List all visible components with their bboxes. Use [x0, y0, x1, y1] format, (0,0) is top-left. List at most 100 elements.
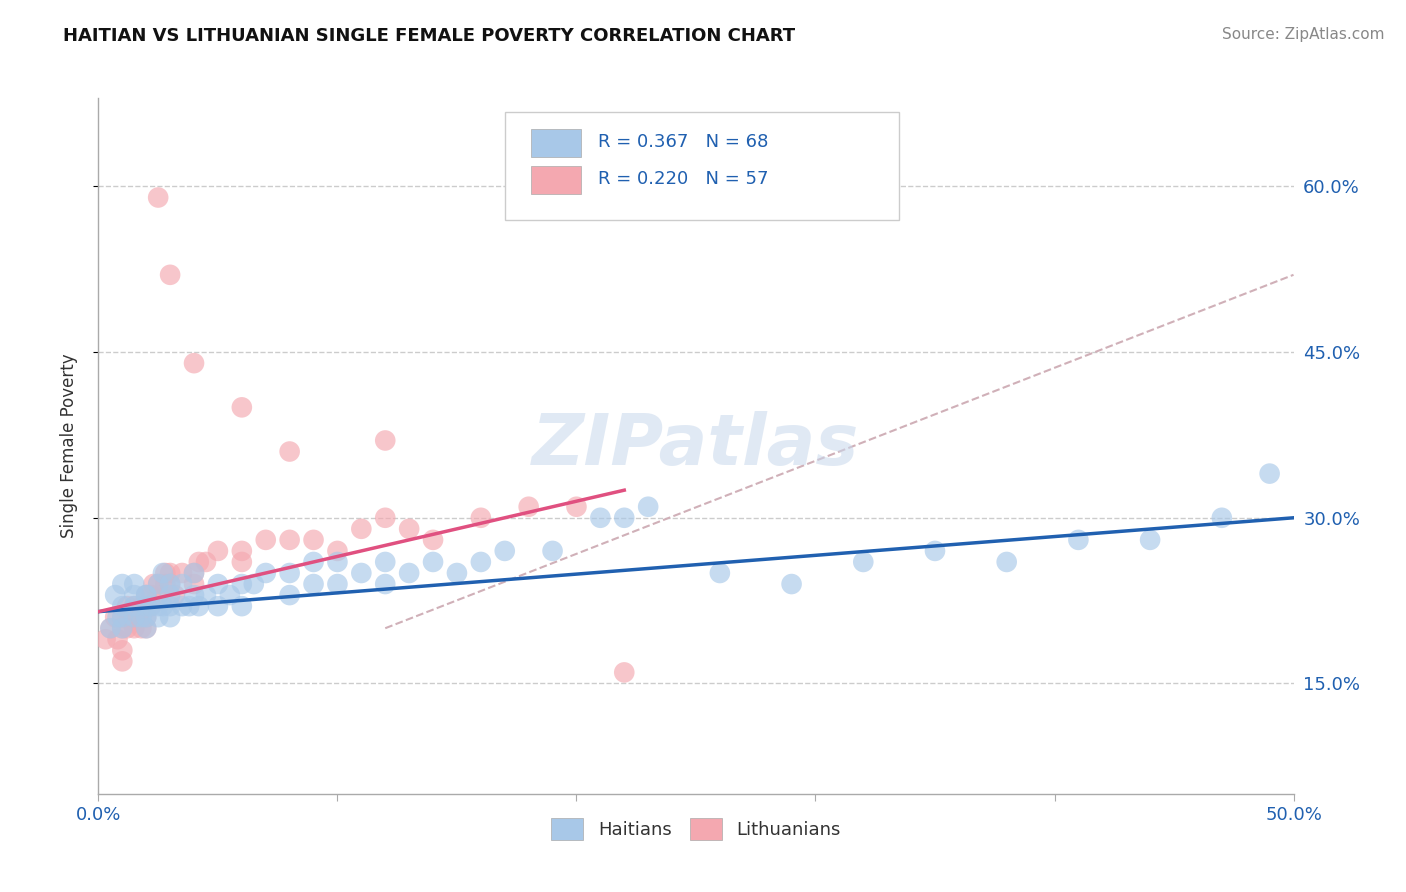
Point	[231, 401, 253, 415]
Point	[207, 544, 229, 558]
Point	[195, 588, 218, 602]
Point	[207, 577, 229, 591]
Point	[374, 577, 396, 591]
Point	[398, 522, 420, 536]
Point	[139, 599, 162, 614]
Point	[139, 599, 162, 614]
Text: R = 0.220   N = 57: R = 0.220 N = 57	[598, 169, 769, 188]
Point	[159, 610, 181, 624]
Point	[148, 577, 170, 591]
Point	[541, 544, 564, 558]
Point	[1258, 467, 1281, 481]
Point	[104, 588, 127, 602]
Legend: Haitians, Lithuanians: Haitians, Lithuanians	[544, 811, 848, 847]
Point	[111, 577, 134, 591]
Point	[780, 577, 803, 591]
Point	[135, 610, 157, 624]
Point	[183, 356, 205, 370]
Point	[155, 577, 177, 591]
Point	[398, 566, 420, 580]
Point	[107, 632, 129, 647]
Point	[302, 555, 325, 569]
Point	[302, 577, 325, 591]
Point	[172, 577, 194, 591]
Point	[98, 621, 122, 635]
Point	[231, 555, 253, 569]
Point	[142, 577, 165, 591]
Point	[254, 566, 277, 580]
Point	[111, 654, 134, 668]
Point	[148, 599, 170, 614]
Text: Source: ZipAtlas.com: Source: ZipAtlas.com	[1222, 27, 1385, 42]
Point	[422, 533, 444, 547]
Point	[1067, 533, 1090, 547]
Text: R = 0.367   N = 68: R = 0.367 N = 68	[598, 133, 768, 151]
Point	[124, 621, 146, 635]
Point	[231, 599, 253, 614]
Point	[118, 610, 141, 624]
Point	[152, 566, 174, 580]
Point	[98, 621, 122, 635]
Point	[111, 643, 134, 657]
Point	[278, 566, 301, 580]
Point	[94, 632, 117, 647]
Point	[302, 533, 325, 547]
Point	[155, 566, 177, 580]
Point	[374, 510, 396, 524]
Point	[128, 610, 150, 624]
Point	[135, 621, 157, 635]
FancyBboxPatch shape	[505, 112, 900, 220]
Point	[494, 544, 516, 558]
Point	[187, 555, 209, 569]
Point	[278, 533, 301, 547]
Point	[172, 566, 194, 580]
Point	[124, 577, 146, 591]
Point	[254, 533, 277, 547]
Bar	[531, 129, 581, 157]
Point	[135, 610, 157, 624]
Point	[183, 566, 205, 580]
Point	[374, 555, 396, 569]
Point	[470, 555, 492, 569]
Point	[207, 599, 229, 614]
Point	[111, 621, 134, 635]
Point	[709, 566, 731, 580]
Point	[613, 510, 636, 524]
Point	[278, 588, 301, 602]
Point	[159, 588, 181, 602]
Point	[1139, 533, 1161, 547]
Point	[924, 544, 946, 558]
Point	[565, 500, 588, 514]
Point	[159, 268, 181, 282]
Text: HAITIAN VS LITHUANIAN SINGLE FEMALE POVERTY CORRELATION CHART: HAITIAN VS LITHUANIAN SINGLE FEMALE POVE…	[63, 27, 796, 45]
Point	[374, 434, 396, 448]
Point	[183, 588, 205, 602]
Point	[148, 577, 170, 591]
Point	[124, 588, 146, 602]
Point	[135, 588, 157, 602]
Point	[124, 610, 146, 624]
Point	[124, 599, 146, 614]
Point	[107, 610, 129, 624]
Point	[179, 599, 201, 614]
Point	[446, 566, 468, 580]
Point	[231, 544, 253, 558]
Point	[187, 599, 209, 614]
Point	[111, 599, 134, 614]
Point	[139, 588, 162, 602]
Point	[124, 599, 146, 614]
Point	[350, 566, 373, 580]
Point	[637, 500, 659, 514]
Point	[115, 599, 138, 614]
Point	[517, 500, 540, 514]
Point	[231, 577, 253, 591]
Point	[195, 555, 218, 569]
Point	[326, 555, 349, 569]
Point	[172, 599, 194, 614]
Point	[131, 610, 153, 624]
Point	[183, 577, 205, 591]
Point	[131, 599, 153, 614]
Point	[111, 610, 134, 624]
Point	[159, 577, 181, 591]
Point	[278, 444, 301, 458]
